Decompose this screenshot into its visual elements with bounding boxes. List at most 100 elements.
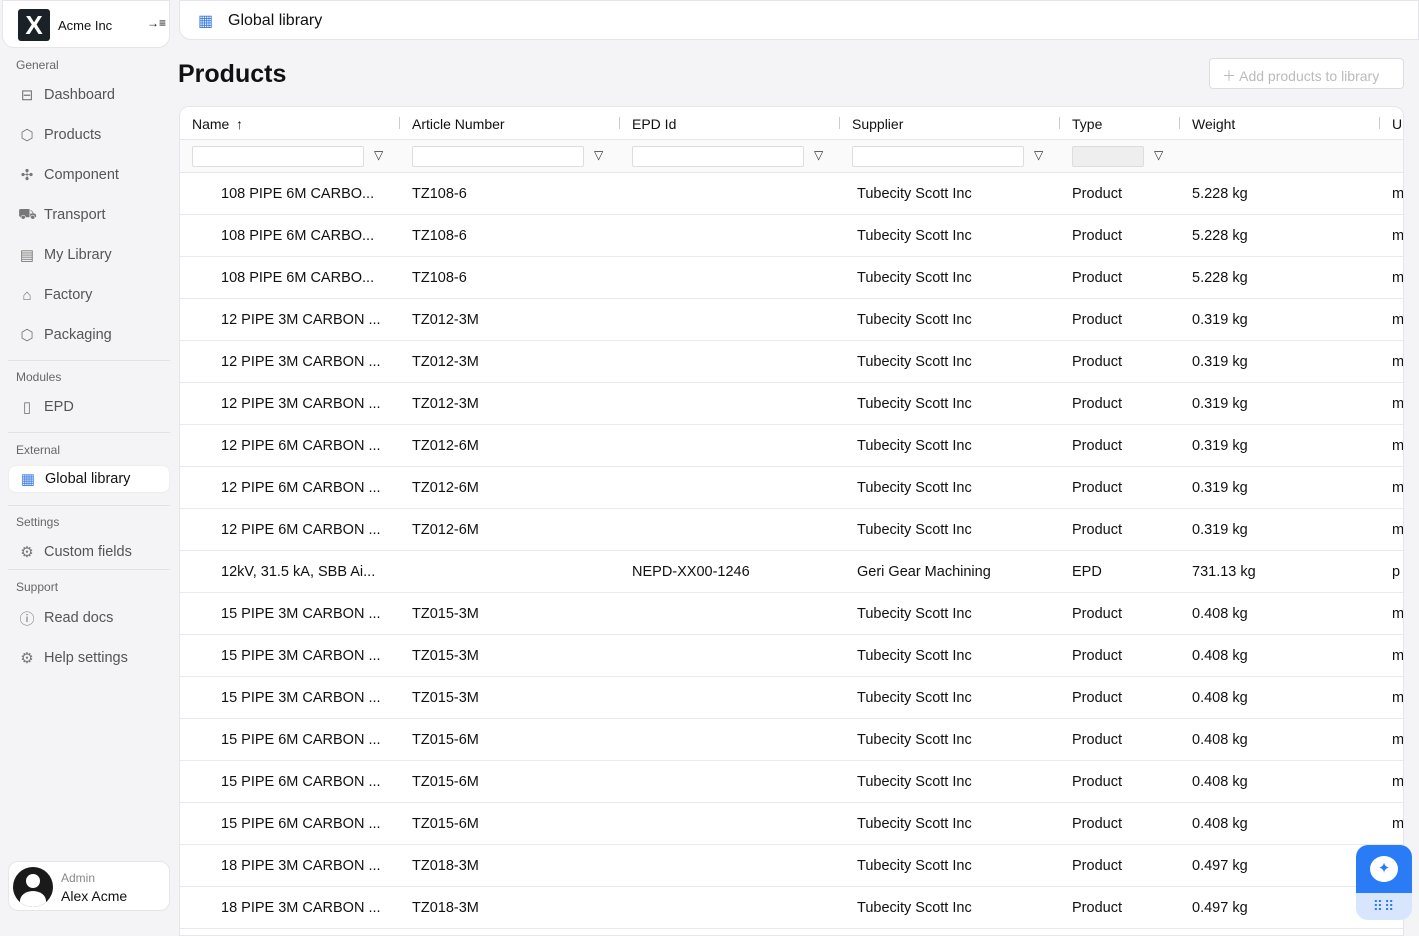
table-cell: Tubecity Scott Inc	[857, 396, 972, 412]
column-filter-input[interactable]	[412, 146, 584, 167]
table-cell: 0.408 kg	[1192, 648, 1248, 664]
table-row[interactable]: 12 PIPE 3M CARBON ... TZ012-3M Tubecity Sc…	[180, 299, 1403, 341]
column-filter-input[interactable]	[192, 146, 364, 167]
sidebar-item-label: Custom fields	[44, 544, 132, 560]
filter-icon[interactable]: ▽	[374, 148, 384, 162]
table-row[interactable]: 18 PIPE 3M CARBON ... TZ018-3M Tubecity Sc…	[180, 845, 1403, 887]
sidebar-item-global-library[interactable]: ▦ Global library	[8, 465, 170, 493]
column-filter-input[interactable]	[852, 146, 1024, 167]
sidebar-item-dashboard[interactable]: ⊟ Dashboard	[8, 81, 170, 109]
org-switcher[interactable]: X Acme Inc →≡	[2, 0, 170, 48]
add-products-label: Add products to library	[1239, 68, 1380, 84]
sidebar-item-label: Transport	[44, 207, 106, 223]
table-cell: m	[1392, 816, 1404, 832]
table-row[interactable]: 12 PIPE 6M CARBON ... TZ012-6M Tubecity Sc…	[180, 509, 1403, 551]
sidebar-item-label: Dashboard	[44, 87, 115, 103]
gear-icon: ⚙	[20, 650, 34, 667]
column-header[interactable]: Type	[1072, 116, 1103, 132]
user-menu[interactable]: Admin Alex Acme	[8, 861, 170, 911]
column-resize-handle[interactable]	[1059, 117, 1060, 129]
column-resize-handle[interactable]	[1179, 117, 1180, 129]
table-cell: TZ108-6	[412, 270, 467, 286]
sidebar-item-component[interactable]: ✣ Component	[8, 161, 170, 189]
table-cell: Tubecity Scott Inc	[857, 732, 972, 748]
help-icon: ⓘ	[19, 610, 35, 628]
layout-icon: ⊟	[20, 87, 34, 104]
table-cell: Tubecity Scott Inc	[857, 606, 972, 622]
table-row[interactable]: 12 PIPE 6M CARBON ... TZ012-6M Tubecity Sc…	[180, 425, 1403, 467]
table-row[interactable]: 15 PIPE 3M CARBON ... TZ015-3M Tubecity Sc…	[180, 635, 1403, 677]
table-cell: 0.319 kg	[1192, 354, 1248, 370]
table-cell: 18 PIPE 3M CARBON ...	[221, 858, 381, 874]
column-header[interactable]: EPD Id	[632, 116, 677, 132]
column-header[interactable]: Supplier	[852, 116, 904, 132]
sidebar-item-packaging[interactable]: ⬡ Packaging	[8, 321, 170, 349]
table-cell: Product	[1072, 396, 1122, 412]
table-cell: Product	[1072, 816, 1122, 832]
table-cell: 12 PIPE 6M CARBON ...	[221, 480, 381, 496]
divider	[8, 569, 170, 570]
table-row[interactable]: 108 PIPE 6M CARBO... TZ108-6 Tubecity Scot…	[180, 257, 1403, 299]
column-resize-handle[interactable]	[839, 117, 840, 129]
table-cell: Product	[1072, 900, 1122, 916]
column-filter-input[interactable]	[1072, 146, 1144, 167]
sidebar-item-custom-fields[interactable]: ⚙ Custom fields	[8, 538, 170, 566]
table-cell: Tubecity Scott Inc	[857, 228, 972, 244]
table-row[interactable]: 18 PIPE 3M CARBON ... TZ018-3M Tubecity Sc…	[180, 887, 1403, 929]
table-cell: Product	[1072, 480, 1122, 496]
sidebar-item-products[interactable]: ⬡ Products	[8, 121, 170, 149]
table-cell: TZ012-6M	[412, 480, 479, 496]
divider	[8, 432, 170, 433]
sidebar-item-help-settings[interactable]: ⚙ Help settings	[8, 644, 170, 672]
column-header[interactable]: Ur	[1392, 116, 1403, 132]
chat-widget[interactable]: ✦ ⠿⠿	[1356, 845, 1412, 920]
table-cell: TZ012-6M	[412, 438, 479, 454]
column-header[interactable]: Name	[192, 116, 230, 132]
column-resize-handle[interactable]	[399, 117, 400, 129]
table-cell: TZ015-3M	[412, 690, 479, 706]
apps-grid-icon[interactable]: ⠿⠿	[1356, 893, 1412, 920]
table-row[interactable]: 108 PIPE 6M CARBO... TZ108-6 Tubecity Scot…	[180, 215, 1403, 257]
sort-ascending-icon[interactable]: ↑	[236, 116, 243, 132]
filter-icon[interactable]: ▽	[1034, 148, 1044, 162]
table-cell: m	[1392, 354, 1404, 370]
sidebar-item-transport[interactable]: ⛟ Transport	[8, 201, 170, 229]
table-row[interactable]: 15 PIPE 6M CARBON ... TZ015-6M Tubecity Sc…	[180, 761, 1403, 803]
table-cell: m	[1392, 480, 1404, 496]
library-icon: ▤	[19, 247, 35, 264]
table-row[interactable]: 12 PIPE 3M CARBON ... TZ012-3M Tubecity Sc…	[180, 383, 1403, 425]
sidebar-item-label: Read docs	[44, 610, 114, 626]
column-filter-input[interactable]	[632, 146, 804, 167]
table-cell: TZ012-6M	[412, 522, 479, 538]
table-row[interactable]: 15 PIPE 3M CARBON ... TZ015-3M Tubecity Sc…	[180, 677, 1403, 719]
column-header[interactable]: Weight	[1192, 116, 1236, 132]
collapse-sidebar-icon[interactable]: →≡	[147, 16, 167, 30]
sidebar-item-epd[interactable]: ▯ EPD	[8, 393, 170, 421]
sidebar-item-read-docs[interactable]: ⓘ Read docs	[8, 604, 170, 632]
table-row[interactable]: 15 PIPE 3M CARBON ... TZ015-3M Tubecity Sc…	[180, 593, 1403, 635]
sidebar: X Acme Inc →≡ General ⊟ Dashboard ⬡ Produc…	[0, 0, 178, 927]
table-cell: m	[1392, 690, 1404, 706]
table-row[interactable]: 12 PIPE 3M CARBON ... TZ012-3M Tubecity Sc…	[180, 341, 1403, 383]
table-row[interactable]: 15 PIPE 6M CARBON ... TZ015-6M Tubecity Sc…	[180, 719, 1403, 761]
table-cell: Tubecity Scott Inc	[857, 858, 972, 874]
table-row[interactable]: 12 PIPE 6M CARBON ... TZ012-6M Tubecity Sc…	[180, 467, 1403, 509]
sidebar-item-factory[interactable]: ⌂ Factory	[8, 281, 170, 309]
filter-icon[interactable]: ▽	[1154, 148, 1164, 162]
table-cell: Tubecity Scott Inc	[857, 522, 972, 538]
table-row[interactable]: 12kV, 31.5 kA, SBB Ai... NEPD-XX00-1246 Ge…	[180, 551, 1403, 593]
ai-chat-icon[interactable]: ✦	[1370, 856, 1398, 882]
column-resize-handle[interactable]	[1379, 117, 1380, 129]
table-cell: 12 PIPE 3M CARBON ...	[221, 312, 381, 328]
table-row[interactable]: 108 PIPE 6M CARBO... TZ108-6 Tubecity Scot…	[180, 173, 1403, 215]
column-header[interactable]: Article Number	[412, 116, 505, 132]
filter-row: ▽ ▽ ▽ ▽ ▽	[180, 140, 1403, 173]
table-row[interactable]: 15 PIPE 6M CARBON ... TZ015-6M Tubecity Sc…	[180, 803, 1403, 845]
filter-icon[interactable]: ▽	[814, 148, 824, 162]
table-cell: Product	[1072, 606, 1122, 622]
sidebar-item-my-library[interactable]: ▤ My Library	[8, 241, 170, 269]
table-cell: TZ015-6M	[412, 732, 479, 748]
filter-icon[interactable]: ▽	[594, 148, 604, 162]
add-products-button[interactable]: ＋ Add products to library	[1209, 58, 1404, 89]
column-resize-handle[interactable]	[619, 117, 620, 129]
